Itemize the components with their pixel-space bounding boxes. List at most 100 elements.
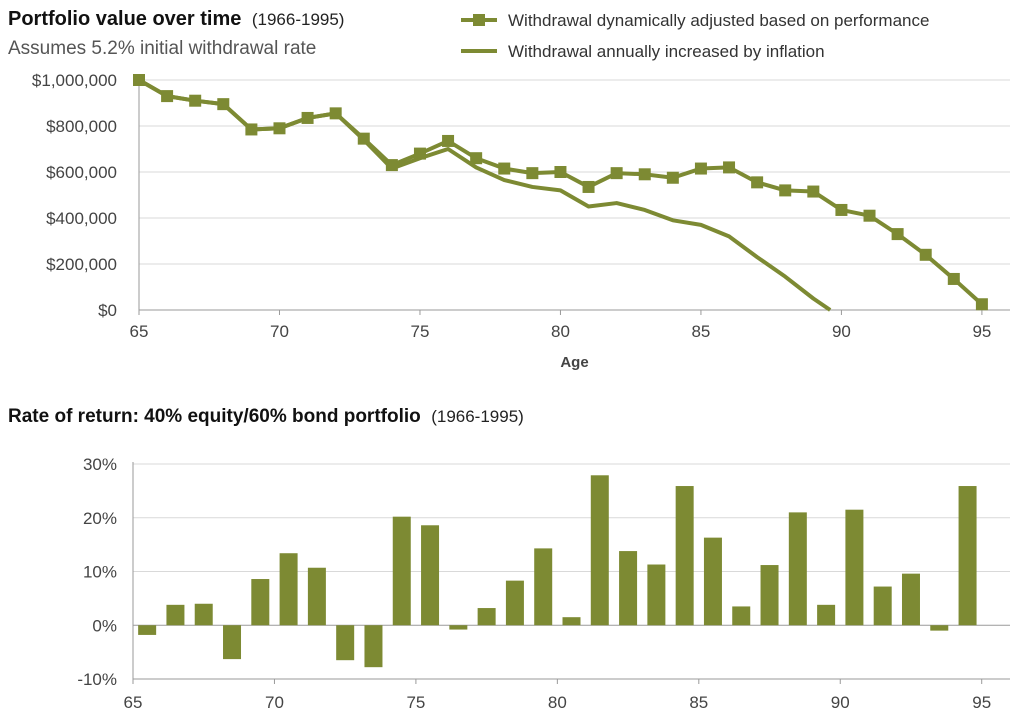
x-tick-label: 75: [411, 322, 430, 341]
data-point-dynamic: [891, 228, 904, 241]
x-tick-label: 65: [130, 322, 149, 341]
bar: [505, 580, 524, 626]
data-point-dynamic: [863, 209, 876, 222]
bar: [307, 567, 326, 626]
x-tick-label: 70: [270, 322, 289, 341]
bar: [930, 625, 949, 631]
bar: [421, 525, 440, 626]
bar: [760, 565, 779, 626]
bar: [619, 551, 638, 626]
legend-item-inflation: Withdrawal annually increased by inflati…: [461, 42, 825, 61]
data-point-dynamic: [245, 123, 258, 136]
bar: [477, 608, 496, 626]
bar: [703, 537, 722, 626]
legend-item-dynamic: Withdrawal dynamically adjusted based on…: [461, 11, 929, 30]
data-point-dynamic: [133, 74, 145, 86]
y-tick-label: $1,000,000: [32, 71, 117, 90]
bar: [138, 625, 157, 635]
bar: [562, 617, 581, 626]
data-point-dynamic: [357, 132, 370, 145]
data-point-dynamic: [554, 166, 567, 178]
x-tick-label: 90: [831, 693, 850, 712]
x-tick-label: 85: [689, 693, 708, 712]
x-tick-label: 85: [691, 322, 710, 341]
bar: [675, 486, 694, 626]
data-point-dynamic: [526, 167, 539, 180]
data-point-dynamic: [189, 94, 202, 107]
y-tick-label: $400,000: [46, 209, 117, 228]
data-point-dynamic: [385, 159, 398, 172]
data-point-dynamic: [413, 147, 426, 160]
data-point-dynamic: [442, 134, 455, 147]
bar: [845, 509, 864, 626]
data-point-dynamic: [329, 107, 342, 120]
bar: [336, 625, 355, 661]
legend: Withdrawal dynamically adjusted based on…: [461, 11, 929, 61]
x-axis-title: Age: [560, 354, 588, 371]
bar: [873, 586, 892, 626]
data-point-dynamic: [470, 152, 483, 165]
x-tick-label: 80: [548, 693, 567, 712]
data-point-dynamic: [947, 272, 960, 285]
bar: [590, 475, 609, 626]
data-point-dynamic: [975, 298, 988, 311]
y-tick-label: 10%: [83, 563, 117, 582]
data-point-dynamic: [919, 248, 932, 261]
x-tick-label: 90: [832, 322, 851, 341]
bar: [817, 604, 836, 626]
y-tick-label: 0%: [92, 616, 117, 635]
data-point-dynamic: [273, 122, 286, 135]
legend-label-dynamic: Withdrawal dynamically adjusted based on…: [508, 11, 929, 30]
bar: [279, 553, 298, 626]
y-tick-label: $800,000: [46, 117, 117, 136]
legend-marker-square: [473, 14, 485, 26]
bar: [392, 516, 411, 626]
y-tick-label: $0: [98, 301, 117, 320]
bar: [364, 625, 383, 668]
bar: [449, 625, 468, 630]
y-tick-label: 30%: [83, 455, 117, 474]
series-line-inflation: [138, 78, 832, 312]
bar-chart-title: Rate of return: 40% equity/60% bond port…: [8, 406, 524, 427]
y-tick-label: $200,000: [46, 255, 117, 274]
bar: [788, 512, 807, 626]
y-tick-label: $600,000: [46, 163, 117, 182]
bar: [251, 579, 270, 626]
data-point-dynamic: [301, 111, 314, 124]
bar-chart: -10% 0% 10% 20% 30% 65 70 75 80 85 90 95: [77, 455, 1010, 712]
y-tick-label: 20%: [83, 509, 117, 528]
x-tick-label: 80: [551, 322, 570, 341]
bar: [194, 603, 213, 626]
data-point-dynamic: [694, 162, 707, 175]
x-tick-label: 70: [265, 693, 284, 712]
x-tick-label: 75: [406, 693, 425, 712]
data-point-dynamic: [835, 203, 848, 216]
x-tick-label: 95: [972, 322, 991, 341]
data-point-dynamic: [779, 184, 792, 197]
bar: [732, 606, 751, 626]
data-point-dynamic: [807, 185, 820, 198]
line-chart: $0 $200,000 $400,000 $600,000 $800,000 $1,000…: [32, 71, 1010, 371]
data-point-dynamic: [498, 162, 511, 175]
data-point-dynamic: [610, 167, 623, 180]
bar: [958, 486, 977, 626]
line-chart-subtitle: Assumes 5.2% initial withdrawal rate: [8, 38, 316, 59]
line-chart-title: Portfolio value over time (1966-1995): [8, 8, 344, 30]
data-point-dynamic: [582, 180, 595, 193]
x-tick-label: 95: [972, 693, 991, 712]
bar: [534, 548, 553, 626]
data-point-dynamic: [723, 161, 736, 174]
data-point-dynamic: [161, 90, 174, 103]
bar: [901, 573, 920, 626]
x-tick-label: 65: [124, 693, 143, 712]
bar: [647, 564, 666, 626]
data-point-dynamic: [638, 168, 651, 181]
data-point-dynamic: [666, 171, 679, 184]
data-point-dynamic: [217, 98, 230, 111]
legend-label-inflation: Withdrawal annually increased by inflati…: [508, 42, 825, 61]
bar: [166, 604, 185, 626]
data-point-dynamic: [751, 176, 764, 189]
y-tick-label: -10%: [77, 670, 117, 689]
bar: [223, 625, 242, 660]
